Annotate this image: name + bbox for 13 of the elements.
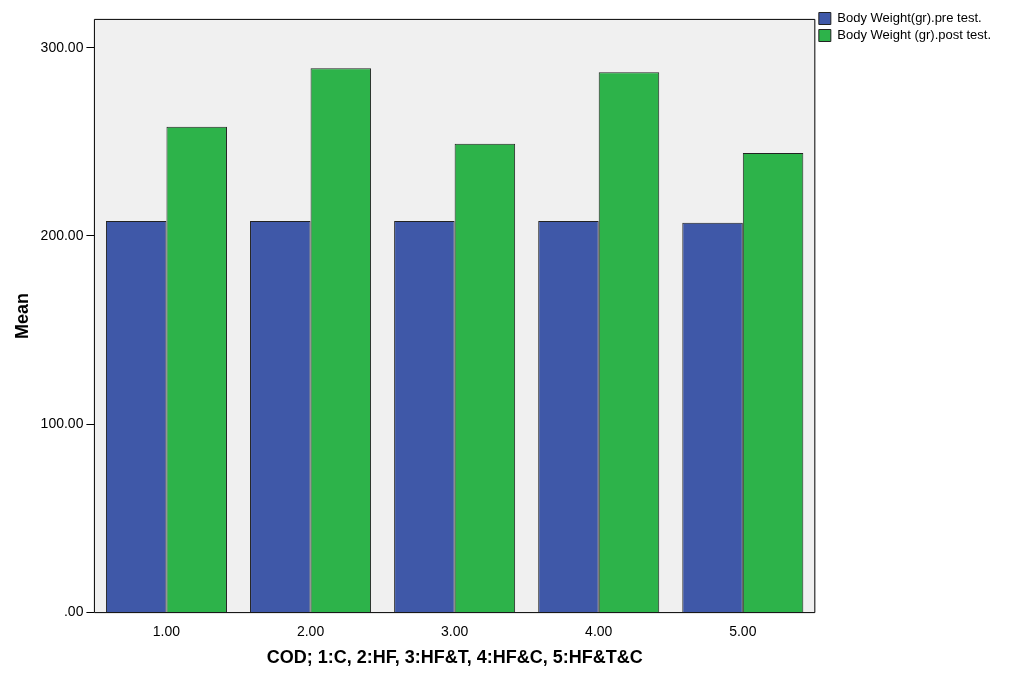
- legend-label: Body Weight (gr).post test.: [837, 27, 992, 43]
- y-tick-label: 100.00: [40, 415, 84, 432]
- x-axis-title: COD; 1:C, 2:HF, 3:HF&T, 4:HF&C, 5:HF&T&C: [266, 647, 643, 668]
- x-tick-label: 5.00: [729, 622, 757, 639]
- x-tick-label: 2.00: [296, 622, 325, 639]
- x-tick-label: 1.00: [152, 622, 181, 639]
- x-tick-label: 3.00: [441, 622, 469, 639]
- legend-label: Body Weight(gr).pre test.: [837, 10, 982, 26]
- y-axis-title: Mean: [11, 292, 32, 340]
- y-tick-label: .00: [63, 603, 84, 620]
- x-tick-label: 4.00: [585, 622, 613, 639]
- y-tick-label: 200.00: [40, 226, 84, 243]
- y-tick-label: 300.00: [40, 38, 84, 55]
